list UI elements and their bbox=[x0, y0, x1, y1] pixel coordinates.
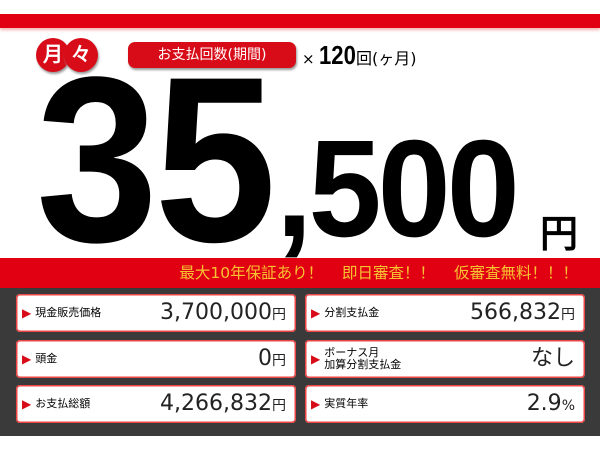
triangle-icon: ▶ bbox=[22, 397, 32, 411]
detail-card: ▶ 実質年率 2.9% bbox=[305, 385, 585, 423]
triangle-icon: ▶ bbox=[22, 352, 32, 366]
detail-label: ▶ 現金販売価格 bbox=[22, 294, 101, 332]
detail-card: ▶ ボーナス月 加算分割支払金 なし bbox=[305, 340, 585, 378]
triangle-icon: ▶ bbox=[311, 352, 321, 366]
top-red-bar bbox=[0, 14, 600, 28]
detail-label: ▶ 実質年率 bbox=[311, 385, 368, 423]
monthly-price-main: 35 bbox=[36, 28, 276, 292]
detail-value-number: 566,832 bbox=[470, 300, 561, 325]
detail-value-unit: 円 bbox=[272, 353, 286, 369]
detail-value-number: 0 bbox=[258, 346, 272, 371]
detail-value: 2.9% bbox=[527, 385, 575, 425]
price-unit: 円 bbox=[540, 212, 579, 256]
detail-label: ▶ 頭金 bbox=[22, 340, 57, 378]
triangle-icon: ▶ bbox=[22, 306, 32, 320]
detail-value-number: 3,700,000 bbox=[160, 300, 272, 325]
payment-count: × 120回(ヶ月) bbox=[302, 40, 416, 74]
detail-value: 4,266,832円 bbox=[160, 385, 286, 425]
detail-value: 566,832円 bbox=[470, 294, 575, 334]
detail-value-number: なし bbox=[530, 346, 575, 371]
detail-value: 0円 bbox=[258, 340, 286, 380]
count-value: 120 bbox=[318, 40, 356, 70]
detail-label-text: 分割支払金 bbox=[324, 306, 380, 319]
promo-banner: 最大10年保証あり！ 即日審査！！ 仮審査無料！！！ bbox=[0, 258, 600, 288]
detail-value-unit: 円 bbox=[272, 307, 286, 323]
triangle-icon: ▶ bbox=[311, 397, 321, 411]
detail-card: ▶ お支払総額 4,266,832円 bbox=[16, 385, 296, 423]
detail-card: ▶ 現金販売価格 3,700,000円 bbox=[16, 294, 296, 332]
payment-count-label: お支払回数(期間) bbox=[128, 42, 296, 68]
monthly-price-rest: ,500 bbox=[276, 112, 520, 266]
detail-value: なし bbox=[531, 340, 575, 380]
count-unit: 回(ヶ月) bbox=[355, 49, 417, 68]
detail-value: 3,700,000円 bbox=[160, 294, 286, 334]
detail-value-unit: 円 bbox=[561, 307, 575, 323]
detail-label-text: ボーナス月 加算分割支払金 bbox=[324, 346, 402, 371]
detail-value-number: 4,266,832 bbox=[160, 391, 272, 416]
detail-label-text: 頭金 bbox=[35, 352, 58, 365]
detail-label-text: 実質年率 bbox=[324, 397, 369, 410]
detail-label-text: 現金販売価格 bbox=[35, 306, 102, 319]
detail-value-unit: % bbox=[561, 398, 575, 414]
detail-card: ▶ 分割支払金 566,832円 bbox=[305, 294, 585, 332]
detail-label: ▶ 分割支払金 bbox=[311, 294, 379, 332]
times-symbol: × bbox=[302, 50, 315, 68]
detail-label-text: お支払総額 bbox=[35, 397, 91, 410]
detail-label: ▶ お支払総額 bbox=[22, 385, 90, 423]
detail-card: ▶ 頭金 0円 bbox=[16, 340, 296, 378]
detail-value-unit: 円 bbox=[272, 398, 286, 414]
details-panel: ▶ 現金販売価格 3,700,000円 ▶ 分割支払金 566,832円 ▶ 頭金 0円 ▶ ボーナ… bbox=[0, 288, 600, 436]
triangle-icon: ▶ bbox=[311, 306, 321, 320]
detail-label: ▶ ボーナス月 加算分割支払金 bbox=[311, 340, 401, 378]
monthly-badge-2: 々 bbox=[64, 38, 98, 72]
detail-value-number: 2.9 bbox=[526, 391, 562, 416]
